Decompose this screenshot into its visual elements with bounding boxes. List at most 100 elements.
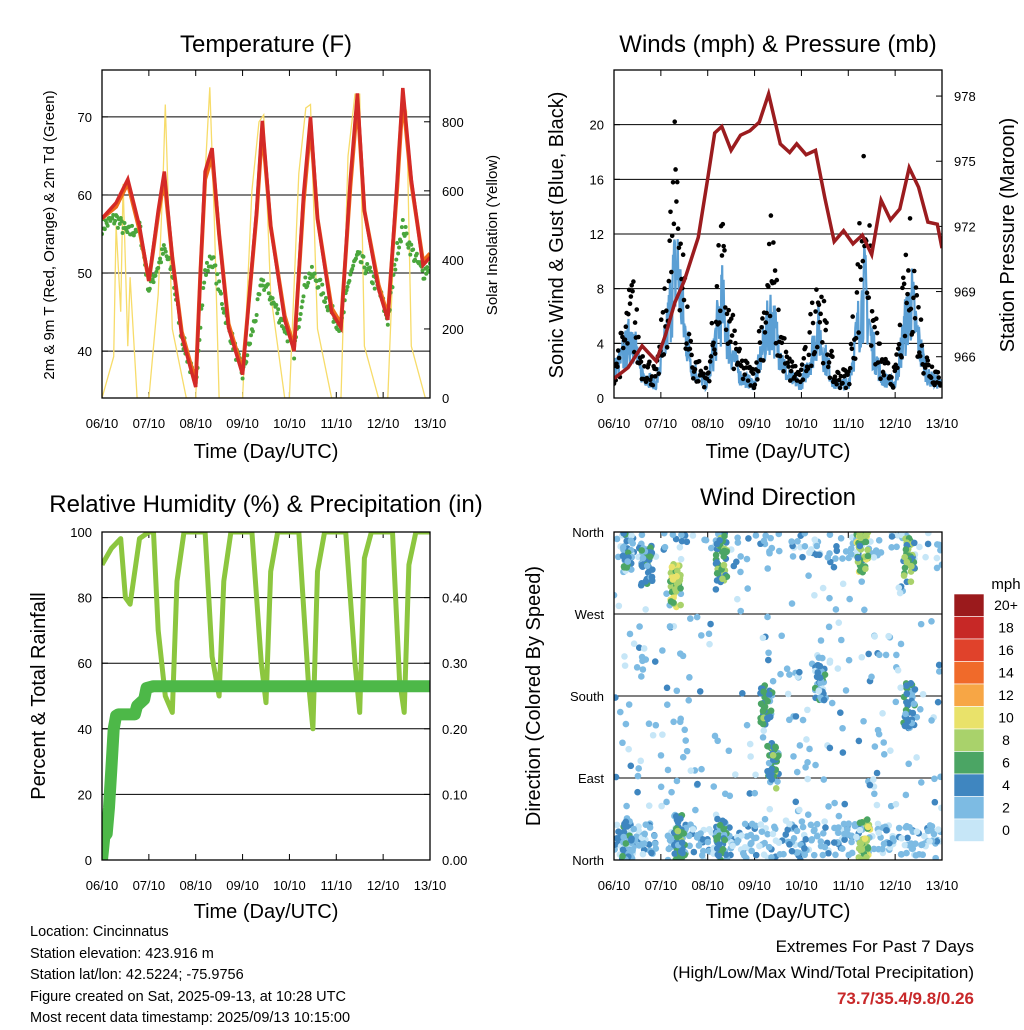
- direction-point: [714, 737, 721, 745]
- gust-point: [625, 341, 630, 346]
- extremes-box: Extremes For Past 7 Days (High/Low/Max W…: [673, 934, 974, 1012]
- winds-ylabel-left: Sonic Wind & Gust (Blue, Black): [546, 92, 568, 379]
- direction-cluster-point: [815, 654, 823, 661]
- gust-point: [658, 317, 664, 323]
- dewpoint-point: [150, 277, 155, 282]
- direction-point: [638, 673, 645, 680]
- direction-point: [700, 847, 707, 855]
- direction-cluster-point: [908, 562, 915, 570]
- gust-point: [918, 317, 924, 322]
- dewpoint-point: [422, 276, 427, 281]
- direction-cluster-point: [864, 823, 872, 831]
- direction-cluster-point: [759, 720, 767, 728]
- gust-point: [874, 316, 879, 322]
- gust-point: [833, 378, 839, 383]
- dewpoint-point: [427, 268, 430, 273]
- y-tick-right-label: 0.40: [442, 591, 467, 606]
- direction-cluster-point: [619, 846, 627, 854]
- precip-line: [102, 680, 430, 860]
- direction-cluster-point: [857, 856, 865, 860]
- dewpoint-point: [368, 265, 373, 270]
- gust-point: [912, 315, 918, 321]
- direction-cluster-point: [814, 669, 822, 676]
- direction-point: [790, 835, 798, 842]
- direction-point: [889, 835, 897, 842]
- gust-point: [732, 328, 737, 334]
- colorbar-label: 12: [998, 687, 1014, 703]
- plot-frame: [613, 531, 943, 861]
- direction-point: [695, 842, 703, 849]
- gust-point: [760, 358, 766, 363]
- direction-point: [870, 554, 878, 561]
- x-tick-label: 11/10: [832, 878, 864, 893]
- gust-point: [708, 354, 714, 359]
- direction-point: [748, 847, 756, 855]
- direction-cluster-point: [674, 818, 682, 826]
- direction-point: [832, 851, 839, 859]
- dewpoint-point: [265, 282, 270, 287]
- gust-point: [830, 354, 835, 359]
- direction-point: [842, 548, 850, 555]
- plot-layer: 06/10 07/10 08/10 09/10 10/10 11/10 12/10 13/10…: [70, 69, 1018, 893]
- dewpoint-point: [249, 333, 254, 338]
- direction-cluster-point: [816, 662, 824, 670]
- x-tick-label: 07/10: [133, 416, 166, 431]
- direction-point: [792, 713, 800, 720]
- direction-point: [615, 602, 623, 610]
- direction-point: [747, 831, 755, 839]
- dewpoint-point: [219, 291, 224, 296]
- direction-point: [870, 776, 877, 783]
- gust-point: [905, 291, 910, 297]
- y-tick-label: 60: [78, 188, 92, 203]
- direction-cluster-point: [772, 784, 780, 792]
- direction-point: [682, 737, 690, 744]
- direction-cluster-point: [714, 815, 721, 823]
- gust-point: [919, 343, 925, 348]
- direction-point: [639, 657, 646, 665]
- direction-point: [757, 821, 765, 828]
- direction-cluster-point: [720, 561, 728, 569]
- gust-point: [890, 385, 896, 390]
- dewpoint-point: [351, 263, 356, 268]
- gust-point: [816, 302, 822, 308]
- gust-point: [720, 221, 726, 227]
- dewpoint-point: [151, 280, 156, 285]
- direction-cluster-point: [764, 714, 771, 722]
- direction-point: [762, 532, 770, 539]
- y-tick-label: 0: [85, 853, 92, 868]
- direction-cluster-point: [901, 564, 909, 572]
- direction-point: [648, 849, 655, 857]
- gust-point: [789, 359, 795, 365]
- direction-point: [826, 532, 834, 538]
- extremes-values: 73.7/35.4/9.8/0.26: [836, 989, 974, 1008]
- gust-point: [900, 285, 905, 291]
- dewpoint-point: [240, 376, 245, 381]
- direction-point: [912, 852, 920, 859]
- plot-winds: 06/10 07/10 08/10 09/10 10/10 11/10 12/10 13/10…: [590, 69, 976, 431]
- dewpoint-point: [393, 267, 398, 272]
- dewpoint-point: [301, 294, 306, 299]
- direction-point: [886, 839, 893, 847]
- gust-point: [643, 379, 649, 385]
- gust-point: [737, 346, 742, 352]
- gust-point: [911, 295, 916, 301]
- direction-cluster-point: [715, 841, 723, 848]
- x-tick-label: 10/10: [785, 416, 818, 431]
- direction-point: [645, 802, 653, 809]
- dewpoint-point: [270, 296, 275, 301]
- direction-point: [837, 709, 844, 717]
- direction-point: [801, 532, 809, 537]
- gust-point: [843, 385, 849, 391]
- station-elevation: Station elevation: 423.916 m: [30, 945, 214, 962]
- dewpoint-point: [303, 275, 308, 280]
- direction-cluster-point: [903, 690, 911, 697]
- direction-point: [870, 845, 878, 853]
- direction-point: [804, 706, 811, 714]
- direction-point: [683, 538, 691, 546]
- direction-point: [651, 840, 659, 847]
- colorbar-swatch: [953, 661, 985, 685]
- gust-point: [719, 253, 725, 258]
- gust-point: [800, 377, 806, 383]
- direction-cluster-point: [858, 819, 866, 826]
